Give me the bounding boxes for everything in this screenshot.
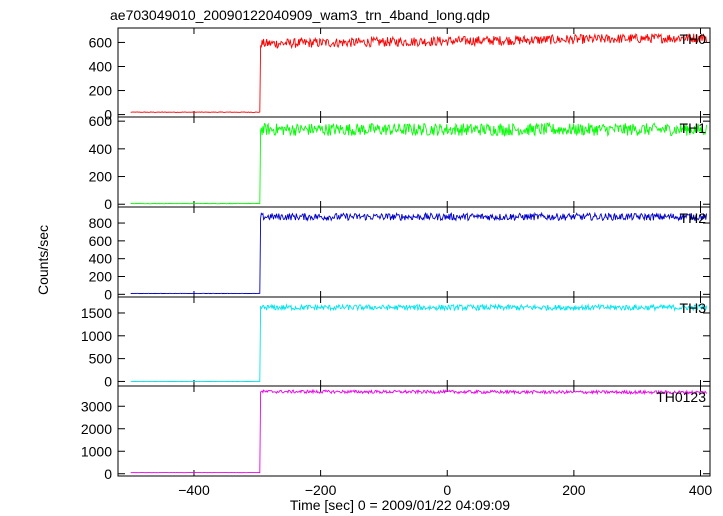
x-tick-label: 0 [443, 482, 451, 498]
panel-th0123: 0 1000 2000 3000 TH0123 [81, 385, 711, 482]
panel-th1: 0 200 400 600 TH1 [89, 113, 711, 212]
x-tick-label: −200 [305, 482, 337, 498]
chart-title: ae703049010_20090122040909_wam3_trn_4ban… [110, 7, 490, 23]
series-line-th0123 [130, 388, 707, 474]
y-tick-label: 2000 [81, 421, 112, 437]
series-line-th0 [130, 32, 708, 113]
series-label: TH1 [680, 120, 707, 136]
series-line-th2 [130, 211, 708, 295]
x-tick-label: 400 [689, 482, 713, 498]
y-tick-label: 600 [89, 113, 113, 129]
panel-frame [117, 385, 711, 477]
series-line-th3 [130, 303, 708, 382]
y-tick-label: 400 [89, 141, 113, 157]
y-tick-label: 0 [104, 466, 112, 482]
y-tick-label: 1000 [81, 328, 112, 344]
y-tick-label: 200 [89, 169, 113, 185]
panel-th0: 0 200 400 600 TH0 [89, 27, 711, 123]
y-tick-label: 1500 [81, 305, 112, 321]
y-tick-label: 200 [89, 83, 113, 99]
y-tick-label: 800 [89, 215, 113, 231]
series-label: TH0 [680, 31, 707, 47]
y-tick-label: 0 [104, 373, 112, 389]
y-tick-label: 0 [104, 196, 112, 212]
y-tick-label: 600 [89, 34, 113, 50]
series-label: TH3 [680, 300, 707, 316]
panel-th3: 0 500 1000 1500 TH3 [81, 296, 711, 389]
y-tick-label: 400 [89, 58, 113, 74]
series-line-th1 [130, 121, 708, 205]
y-tick-label: 600 [89, 233, 113, 249]
x-tick-label: −400 [178, 482, 210, 498]
series-label: TH0123 [656, 389, 706, 405]
x-tick-label: 200 [562, 482, 586, 498]
y-tick-label: 3000 [81, 398, 112, 414]
x-axis-label: Time [sec] 0 = 2009/01/22 04:09:09 [290, 497, 510, 513]
y-axis-label: Counts/sec [35, 225, 51, 295]
series-label: TH2 [680, 210, 707, 226]
y-tick-label: 0 [104, 286, 112, 302]
panel-frame [117, 296, 711, 387]
y-tick-label: 500 [89, 351, 113, 367]
y-tick-label: 0 [104, 107, 112, 123]
y-tick-label: 400 [89, 251, 113, 267]
y-tick-label: 200 [89, 269, 113, 285]
panel-frame [117, 206, 711, 298]
y-tick-label: 1000 [81, 443, 112, 459]
